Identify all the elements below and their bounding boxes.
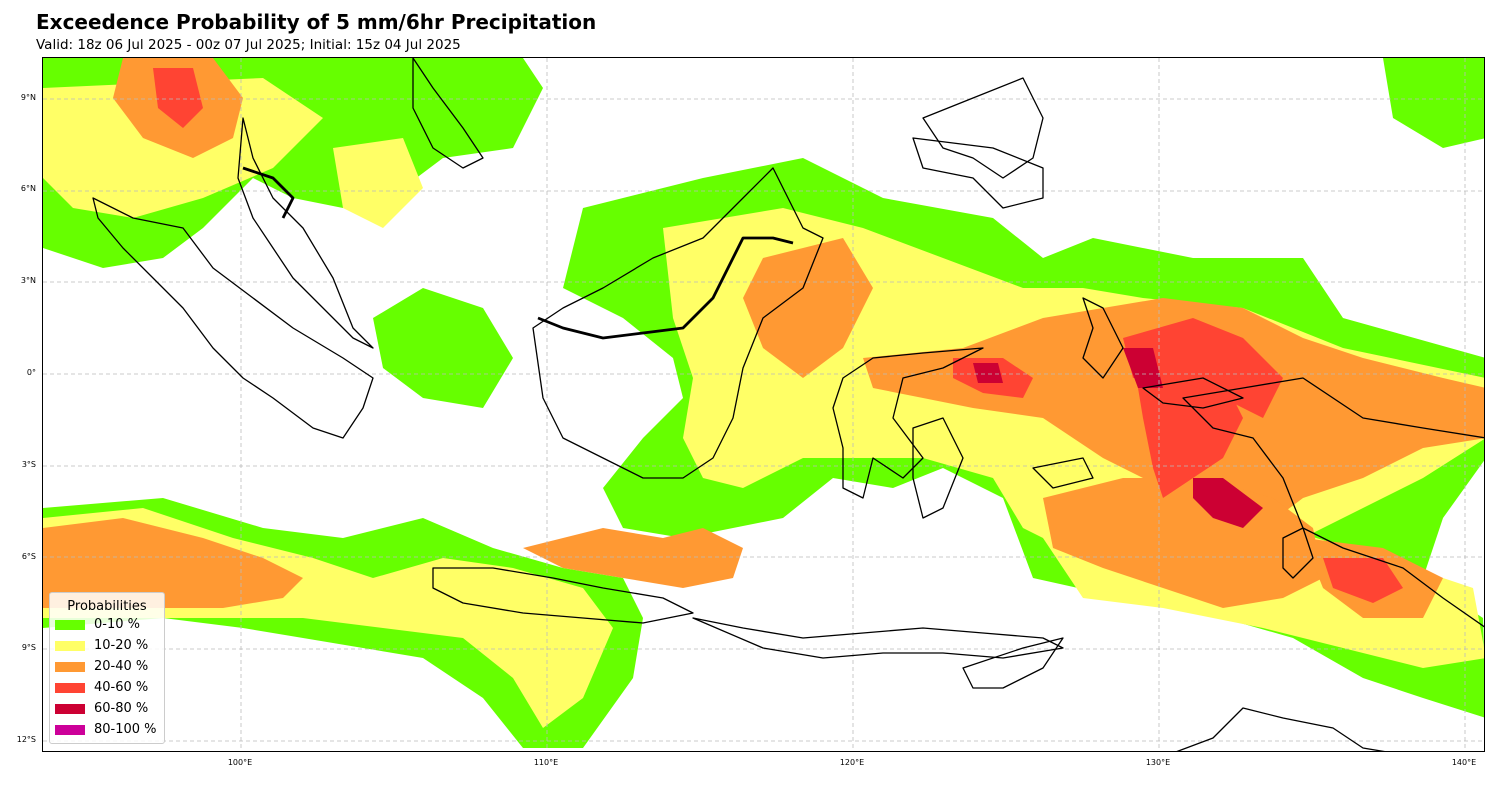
- legend-item: 10-20 %: [50, 635, 164, 656]
- coastline-buru: [1032, 457, 1094, 489]
- lat-tick-3n: 3°N: [20, 276, 36, 285]
- coastline-sumatra: [92, 197, 374, 439]
- probability-field: [43, 58, 1484, 748]
- coastline-timor: [962, 637, 1064, 689]
- coastline-australia: [1176, 707, 1385, 751]
- coastline-borneo: [532, 167, 824, 479]
- lat-tick-12s: 12°S: [16, 735, 36, 744]
- coastline-sulawesi-se: [912, 417, 964, 519]
- legend-item: 0-10 %: [50, 614, 164, 635]
- coastline-new-guinea: [1182, 377, 1484, 628]
- borders: [242, 166, 794, 340]
- lon-tick-100e: 100°E: [227, 758, 253, 767]
- prob-area-20-40-sw: [43, 518, 303, 608]
- lon-tick-120e: 120°E: [839, 758, 865, 767]
- prob-area-0-10-ne: [1383, 58, 1484, 148]
- legend-label: 60-80 %: [94, 701, 149, 716]
- coastline-sulawesi: [832, 347, 984, 499]
- lon-tick-130e: 130°E: [1145, 758, 1171, 767]
- prob-area-20-40-java: [523, 528, 743, 588]
- legend-item: 60-80 %: [50, 698, 164, 719]
- lat-tick-0: 0°: [26, 368, 36, 377]
- prob-area-40-60-maluku: [1123, 318, 1283, 418]
- legend-item: 80-100 %: [50, 719, 164, 740]
- prob-area-40-60-papua: [1323, 558, 1403, 603]
- lat-tick-6s: 6°S: [21, 552, 36, 561]
- coastline-seram: [1142, 377, 1244, 409]
- coastline-lesser-sunda: [692, 617, 1064, 659]
- legend-label: 0-10 %: [94, 617, 140, 632]
- map-area: [42, 57, 1485, 752]
- legend-swatch: [55, 703, 85, 714]
- coastline-halmahera: [1082, 297, 1124, 379]
- lon-tick-110e: 110°E: [533, 758, 559, 767]
- prob-area-60-80-banda: [1193, 478, 1263, 528]
- prob-area-10-20-mid: [333, 138, 423, 228]
- border-thailand-malaysia: [242, 166, 295, 219]
- lon-tick-140e: 140°E: [1451, 758, 1477, 767]
- legend-swatch: [55, 640, 85, 651]
- border-malaysia-indonesia-borneo: [537, 236, 794, 340]
- lat-tick-6n: 6°N: [20, 184, 36, 193]
- legend-item: 20-40 %: [50, 656, 164, 677]
- prob-area-20-40-central: [743, 238, 873, 378]
- legend-swatch: [55, 619, 85, 630]
- coastlines: [92, 58, 1484, 751]
- lat-tick-3s: 3°S: [21, 460, 36, 469]
- precipitation-map: [43, 58, 1484, 751]
- map-title: Exceedence Probability of 5 mm/6hr Preci…: [36, 10, 597, 34]
- legend-swatch: [55, 682, 85, 693]
- coastline-mindanao: [912, 137, 1044, 209]
- lat-tick-9s: 9°S: [21, 643, 36, 652]
- gridlines: [43, 58, 1484, 751]
- coastline-java: [432, 567, 694, 624]
- legend-label: 80-100 %: [94, 722, 157, 737]
- prob-area-60-80-sulawesi: [973, 363, 1003, 383]
- coastline-philippines: [922, 77, 1044, 179]
- prob-area-40-60-nw: [153, 68, 203, 128]
- legend-label: 20-40 %: [94, 659, 149, 674]
- lat-tick-9n: 9°N: [20, 93, 36, 102]
- coastline-aru: [1282, 527, 1314, 579]
- map-subtitle: Valid: 18z 06 Jul 2025 - 00z 07 Jul 2025…: [36, 37, 461, 53]
- legend-title: Probabilities: [67, 599, 147, 614]
- legend-swatch: [55, 661, 85, 672]
- coastline-malay: [237, 117, 374, 349]
- legend-swatch: [55, 724, 85, 735]
- legend-label: 10-20 %: [94, 638, 149, 653]
- prob-area-60-80-maluku: [1123, 348, 1163, 388]
- legend: Probabilities 0-10 % 10-20 % 20-40 % 40-…: [49, 592, 165, 744]
- prob-area-0-10-mid: [373, 288, 513, 408]
- legend-item: 40-60 %: [50, 677, 164, 698]
- coastline-indochina: [412, 58, 484, 169]
- legend-label: 40-60 %: [94, 680, 149, 695]
